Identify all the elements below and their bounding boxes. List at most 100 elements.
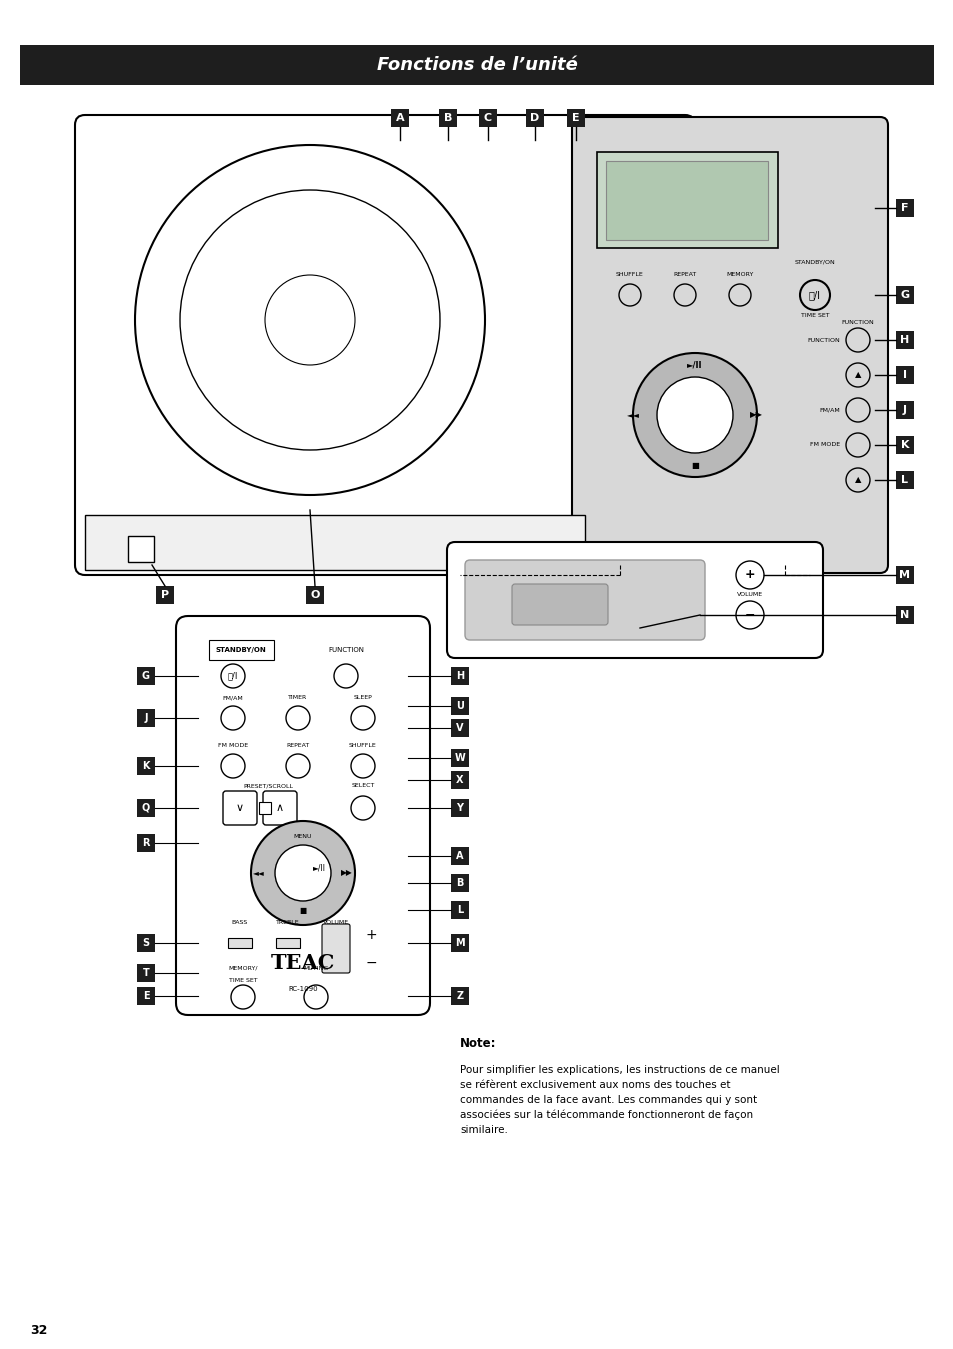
Text: SHUFFLE: SHUFFLE <box>616 272 643 277</box>
FancyBboxPatch shape <box>895 286 913 304</box>
Text: ∨: ∨ <box>235 803 244 813</box>
Text: K: K <box>142 761 150 772</box>
Circle shape <box>633 353 757 478</box>
Text: MENU: MENU <box>294 834 312 839</box>
Circle shape <box>657 376 732 453</box>
Text: +: + <box>744 568 755 581</box>
Text: 32: 32 <box>30 1323 48 1337</box>
Text: A: A <box>395 113 404 123</box>
Text: Z: Z <box>456 992 463 1001</box>
FancyBboxPatch shape <box>451 934 469 952</box>
Text: Pour simplifier les explications, les instructions de ce manuel
se réfèrent excl: Pour simplifier les explications, les in… <box>459 1064 779 1135</box>
FancyBboxPatch shape <box>895 401 913 420</box>
Text: Note:: Note: <box>459 1037 496 1050</box>
FancyBboxPatch shape <box>175 616 430 1014</box>
Text: L: L <box>456 905 462 915</box>
FancyBboxPatch shape <box>156 585 173 604</box>
FancyBboxPatch shape <box>275 938 299 948</box>
Text: B: B <box>456 878 463 888</box>
FancyBboxPatch shape <box>137 965 154 982</box>
FancyBboxPatch shape <box>306 585 324 604</box>
Text: F: F <box>901 202 908 213</box>
Text: K: K <box>900 440 908 451</box>
Text: STANDBY/ON: STANDBY/ON <box>215 648 267 653</box>
Text: Fonctions de l’unité: Fonctions de l’unité <box>376 57 577 74</box>
Text: ◄◄: ◄◄ <box>626 410 639 420</box>
FancyBboxPatch shape <box>597 152 778 248</box>
FancyBboxPatch shape <box>464 560 704 639</box>
Text: D: D <box>530 113 539 123</box>
FancyBboxPatch shape <box>451 874 469 892</box>
Text: A: A <box>456 851 463 861</box>
FancyBboxPatch shape <box>525 109 543 127</box>
Text: RC-1090: RC-1090 <box>288 986 317 992</box>
FancyBboxPatch shape <box>137 934 154 952</box>
Text: FM/AM: FM/AM <box>819 407 840 413</box>
Text: ◄◄: ◄◄ <box>253 869 265 877</box>
FancyBboxPatch shape <box>137 987 154 1005</box>
Text: SLEEP: SLEEP <box>354 695 372 700</box>
Text: ⏻/I: ⏻/I <box>808 290 821 299</box>
FancyBboxPatch shape <box>451 987 469 1005</box>
FancyBboxPatch shape <box>137 710 154 727</box>
Circle shape <box>251 822 355 925</box>
Text: FM MODE: FM MODE <box>809 442 840 448</box>
Text: FUNCTION: FUNCTION <box>328 648 364 653</box>
FancyBboxPatch shape <box>258 803 271 813</box>
Text: ■: ■ <box>690 461 699 469</box>
Text: +: + <box>365 928 376 942</box>
FancyBboxPatch shape <box>137 799 154 817</box>
Text: ⏻/I: ⏻/I <box>228 672 238 680</box>
Text: E: E <box>572 113 579 123</box>
Text: O: O <box>310 590 319 600</box>
FancyBboxPatch shape <box>895 331 913 349</box>
FancyBboxPatch shape <box>478 109 497 127</box>
FancyBboxPatch shape <box>566 109 584 127</box>
FancyBboxPatch shape <box>895 567 913 584</box>
FancyBboxPatch shape <box>223 791 256 826</box>
FancyBboxPatch shape <box>451 901 469 919</box>
Text: FM/AM: FM/AM <box>222 695 243 700</box>
Text: TIME SET: TIME SET <box>229 978 257 982</box>
Text: ▲: ▲ <box>854 371 861 379</box>
FancyBboxPatch shape <box>137 666 154 685</box>
Text: MEMORY/: MEMORY/ <box>228 966 257 970</box>
Text: C: C <box>483 113 492 123</box>
FancyBboxPatch shape <box>451 847 469 865</box>
Text: T: T <box>143 969 150 978</box>
Text: STANDBY/ON: STANDBY/ON <box>794 260 835 264</box>
Text: Y: Y <box>456 803 463 813</box>
FancyBboxPatch shape <box>895 200 913 217</box>
Text: REPEAT: REPEAT <box>286 743 310 747</box>
FancyBboxPatch shape <box>228 938 252 948</box>
FancyBboxPatch shape <box>451 799 469 817</box>
FancyBboxPatch shape <box>137 834 154 853</box>
FancyBboxPatch shape <box>895 366 913 384</box>
Text: ►/II: ►/II <box>313 863 326 873</box>
Text: −: − <box>744 608 755 622</box>
Text: J: J <box>144 714 148 723</box>
FancyBboxPatch shape <box>128 536 153 563</box>
Text: M: M <box>899 571 909 580</box>
FancyBboxPatch shape <box>895 471 913 488</box>
Text: ►/II: ►/II <box>686 360 702 370</box>
FancyBboxPatch shape <box>451 697 469 715</box>
FancyBboxPatch shape <box>391 109 409 127</box>
FancyBboxPatch shape <box>895 606 913 625</box>
FancyBboxPatch shape <box>895 436 913 455</box>
Text: H: H <box>456 670 463 681</box>
FancyBboxPatch shape <box>263 791 296 826</box>
Text: H: H <box>900 335 908 345</box>
Text: SELECT: SELECT <box>351 782 375 788</box>
Text: L: L <box>901 475 907 486</box>
Text: V: V <box>456 723 463 733</box>
Text: TIME SET: TIME SET <box>800 313 828 318</box>
Text: VOLUME: VOLUME <box>736 591 762 596</box>
Text: REPEAT: REPEAT <box>673 272 696 277</box>
Text: P: P <box>161 590 169 600</box>
Text: FM MODE: FM MODE <box>217 743 248 747</box>
Text: ∧: ∧ <box>275 803 284 813</box>
Text: N: N <box>900 610 908 621</box>
Text: TREBLE: TREBLE <box>276 920 299 925</box>
Text: G: G <box>142 670 150 681</box>
